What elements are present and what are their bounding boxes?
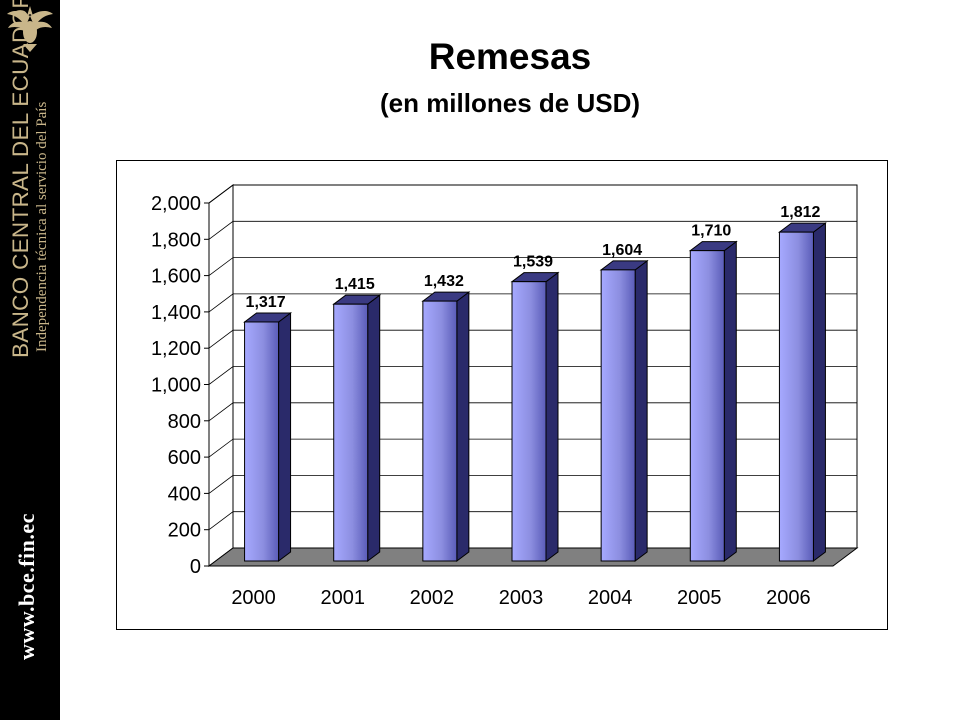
y-tick-label: 200 bbox=[168, 520, 201, 542]
bar-side bbox=[545, 271, 559, 562]
x-tick-label: 2004 bbox=[588, 587, 633, 609]
data-label: 1,317 bbox=[246, 294, 286, 311]
x-tick-label: 2003 bbox=[499, 587, 544, 609]
eagle-crest-icon bbox=[7, 6, 53, 52]
x-tick-label: 2006 bbox=[766, 587, 811, 609]
bar-side bbox=[367, 294, 381, 562]
data-label: 1,604 bbox=[602, 242, 642, 259]
bank-tagline: Independencia técnica al servicio del Pa… bbox=[34, 101, 50, 352]
bar bbox=[422, 300, 458, 562]
x-tick-label: 2000 bbox=[231, 587, 275, 609]
sidebar: BANCO CENTRAL DEL ECUADOR Independencia … bbox=[0, 0, 60, 720]
gridline bbox=[208, 474, 857, 494]
bar-side bbox=[723, 240, 737, 562]
data-label: 1,812 bbox=[780, 204, 820, 221]
gridline bbox=[208, 257, 857, 276]
y-tick-label: 2,000 bbox=[151, 193, 201, 215]
data-label: 1,539 bbox=[513, 254, 553, 271]
bar-side bbox=[812, 222, 826, 562]
remesas-bar-chart: 0 200 400 600 800 1,000 1,200 1,400 1,600 1,800 2,… bbox=[151, 184, 859, 609]
bar-side bbox=[278, 311, 292, 562]
bar bbox=[600, 269, 636, 562]
x-tick-label: 2002 bbox=[410, 587, 455, 609]
page-title: Remesas bbox=[428, 36, 592, 77]
bar bbox=[778, 231, 814, 562]
gridline bbox=[208, 220, 857, 240]
y-tick-label: 1,400 bbox=[151, 302, 201, 324]
bar-side bbox=[634, 259, 648, 562]
bar bbox=[689, 250, 725, 562]
bar bbox=[333, 303, 369, 562]
gridline bbox=[208, 293, 857, 313]
bar bbox=[511, 281, 547, 562]
page-subtitle: (en millones de USD) bbox=[379, 88, 641, 118]
bar-side bbox=[456, 291, 470, 562]
x-tick-label: 2001 bbox=[320, 587, 365, 609]
gridline bbox=[208, 438, 857, 458]
y-tick-label: 800 bbox=[168, 411, 201, 433]
website-url[interactable]: www.bce.fin.ec bbox=[14, 513, 39, 660]
gridline bbox=[208, 402, 857, 422]
gridline bbox=[208, 329, 857, 349]
chart-frame: 0 200 400 600 800 1,000 1,200 1,400 1,600 1,800 2,… bbox=[116, 160, 888, 630]
y-tick-label: 600 bbox=[168, 447, 201, 469]
x-tick-label: 2005 bbox=[677, 587, 722, 609]
gridline bbox=[208, 511, 857, 531]
y-tick-label: 1,800 bbox=[151, 229, 201, 251]
gridline bbox=[208, 184, 857, 204]
y-tick-label: 1,200 bbox=[151, 338, 201, 360]
data-label: 1,710 bbox=[691, 223, 731, 240]
y-tick-label: 1,000 bbox=[151, 375, 201, 397]
data-label: 1,432 bbox=[424, 273, 464, 290]
bar bbox=[244, 321, 280, 562]
gridline bbox=[208, 366, 857, 385]
bank-name: BANCO CENTRAL DEL ECUADOR bbox=[8, 0, 33, 358]
data-label: 1,415 bbox=[335, 276, 375, 293]
y-tick-label: 0 bbox=[190, 556, 201, 578]
y-tick-label: 1,600 bbox=[151, 266, 201, 288]
y-tick-label: 400 bbox=[168, 483, 201, 505]
